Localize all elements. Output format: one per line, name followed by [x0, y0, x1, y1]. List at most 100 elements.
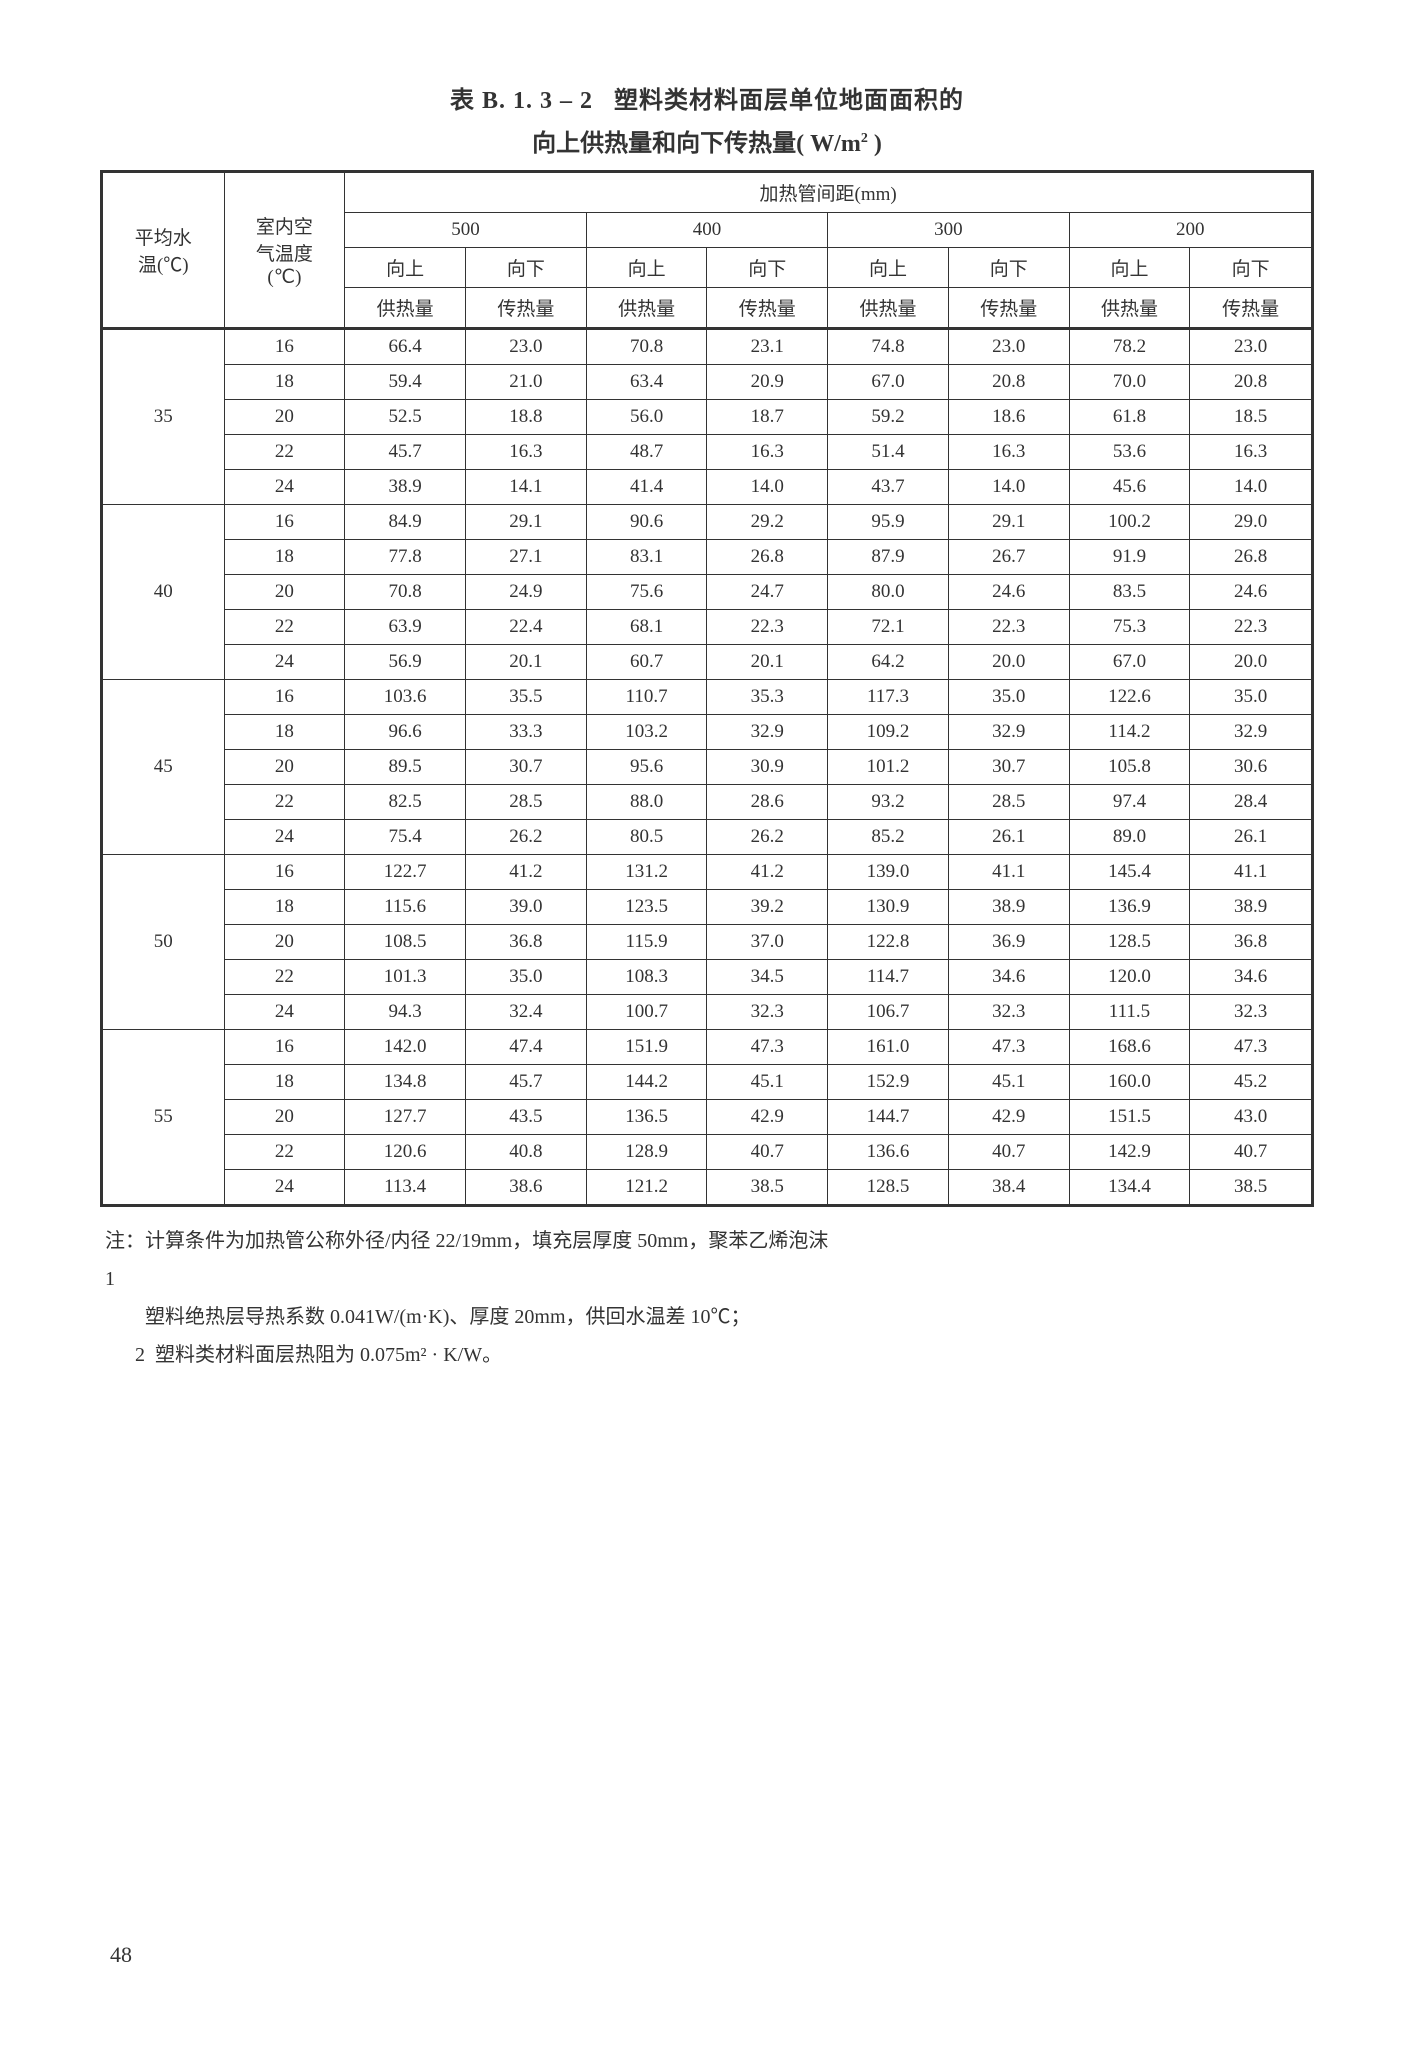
data-cell: 35.3	[707, 680, 828, 715]
data-cell: 63.9	[345, 610, 466, 645]
data-cell: 142.9	[1069, 1135, 1190, 1170]
data-cell: 32.9	[948, 715, 1069, 750]
data-cell: 75.6	[586, 575, 707, 610]
sub-down: 向下	[1190, 248, 1313, 288]
data-cell: 34.6	[948, 960, 1069, 995]
data-cell: 22.3	[707, 610, 828, 645]
data-cell: 38.9	[948, 890, 1069, 925]
data-cell: 85.2	[828, 820, 949, 855]
data-cell: 39.0	[466, 890, 587, 925]
data-cell: 26.1	[1190, 820, 1313, 855]
data-cell: 123.5	[586, 890, 707, 925]
data-cell: 16.3	[1190, 435, 1313, 470]
data-cell: 109.2	[828, 715, 949, 750]
avg-temp-cell: 40	[102, 505, 225, 680]
data-cell: 160.0	[1069, 1065, 1190, 1100]
data-cell: 59.4	[345, 365, 466, 400]
data-cell: 41.2	[466, 855, 587, 890]
data-cell: 26.8	[707, 540, 828, 575]
spacing-500: 500	[345, 213, 586, 248]
sub-up: 向上	[1069, 248, 1190, 288]
note-1-line1: 计算条件为加热管公称外径/内径 22/19mm，填充层厚度 50mm，聚苯乙烯泡…	[145, 1222, 1309, 1298]
data-cell: 29.2	[707, 505, 828, 540]
table-title: 表 B. 1. 3 – 2 塑料类材料面层单位地面面积的 向上供热量和向下传热量…	[100, 80, 1314, 158]
data-cell: 83.5	[1069, 575, 1190, 610]
page-number: 48	[110, 1942, 132, 1968]
air-temp-cell: 20	[224, 750, 345, 785]
data-cell: 97.4	[1069, 785, 1190, 820]
data-cell: 28.6	[707, 785, 828, 820]
data-cell: 41.4	[586, 470, 707, 505]
table-row: 20108.536.8115.937.0122.836.9128.536.8	[102, 925, 1313, 960]
data-cell: 145.4	[1069, 855, 1190, 890]
data-cell: 96.6	[345, 715, 466, 750]
data-cell: 80.5	[586, 820, 707, 855]
air-temp-cell: 20	[224, 1100, 345, 1135]
data-cell: 32.9	[707, 715, 828, 750]
data-cell: 36.9	[948, 925, 1069, 960]
data-cell: 22.4	[466, 610, 587, 645]
data-cell: 117.3	[828, 680, 949, 715]
data-cell: 24.7	[707, 575, 828, 610]
table-title-rest: 塑料类材料面层单位地面面积的	[614, 88, 964, 114]
data-cell: 18.8	[466, 400, 587, 435]
data-cell: 23.1	[707, 329, 828, 365]
data-cell: 131.2	[586, 855, 707, 890]
data-cell: 18.7	[707, 400, 828, 435]
data-cell: 87.9	[828, 540, 949, 575]
data-cell: 23.0	[948, 329, 1069, 365]
data-cell: 103.6	[345, 680, 466, 715]
data-cell: 84.9	[345, 505, 466, 540]
data-cell: 74.8	[828, 329, 949, 365]
data-cell: 45.7	[466, 1065, 587, 1100]
data-cell: 21.0	[466, 365, 587, 400]
data-cell: 106.7	[828, 995, 949, 1030]
data-cell: 20.8	[1190, 365, 1313, 400]
data-cell: 100.7	[586, 995, 707, 1030]
data-cell: 151.9	[586, 1030, 707, 1065]
table-notes: 注：1 计算条件为加热管公称外径/内径 22/19mm，填充层厚度 50mm，聚…	[100, 1222, 1314, 1374]
table-row: 2070.824.975.624.780.024.683.524.6	[102, 575, 1313, 610]
data-cell: 37.0	[707, 925, 828, 960]
data-cell: 38.5	[1190, 1170, 1313, 1206]
table-row: 24113.438.6121.238.5128.538.4134.438.5	[102, 1170, 1313, 1206]
table-row: 22101.335.0108.334.5114.734.6120.034.6	[102, 960, 1313, 995]
data-cell: 130.9	[828, 890, 949, 925]
data-cell: 26.2	[466, 820, 587, 855]
data-cell: 67.0	[828, 365, 949, 400]
data-cell: 70.8	[586, 329, 707, 365]
table-row: 1877.827.183.126.887.926.791.926.8	[102, 540, 1313, 575]
data-cell: 142.0	[345, 1030, 466, 1065]
table-row: 2494.332.4100.732.3106.732.3111.532.3	[102, 995, 1313, 1030]
table-row: 18115.639.0123.539.2130.938.9136.938.9	[102, 890, 1313, 925]
data-cell: 20.1	[466, 645, 587, 680]
data-cell: 30.7	[948, 750, 1069, 785]
data-cell: 64.2	[828, 645, 949, 680]
air-temp-cell: 16	[224, 680, 345, 715]
data-cell: 78.2	[1069, 329, 1190, 365]
table-row: 4516103.635.5110.735.3117.335.0122.635.0	[102, 680, 1313, 715]
data-cell: 23.0	[1190, 329, 1313, 365]
data-cell: 103.2	[586, 715, 707, 750]
table-row: 2438.914.141.414.043.714.045.614.0	[102, 470, 1313, 505]
sub-up: 向上	[586, 248, 707, 288]
data-cell: 83.1	[586, 540, 707, 575]
data-cell: 70.8	[345, 575, 466, 610]
air-temp-cell: 16	[224, 1030, 345, 1065]
data-cell: 42.9	[707, 1100, 828, 1135]
table-row: 1859.421.063.420.967.020.870.020.8	[102, 365, 1313, 400]
data-cell: 38.5	[707, 1170, 828, 1206]
air-temp-cell: 24	[224, 995, 345, 1030]
data-cell: 134.4	[1069, 1170, 1190, 1206]
data-cell: 90.6	[586, 505, 707, 540]
data-cell: 48.7	[586, 435, 707, 470]
table-row: 2282.528.588.028.693.228.597.428.4	[102, 785, 1313, 820]
data-cell: 75.3	[1069, 610, 1190, 645]
data-cell: 77.8	[345, 540, 466, 575]
data-cell: 121.2	[586, 1170, 707, 1206]
air-temp-cell: 22	[224, 435, 345, 470]
data-cell: 105.8	[1069, 750, 1190, 785]
data-cell: 41.1	[1190, 855, 1313, 890]
data-cell: 34.6	[1190, 960, 1313, 995]
data-cell: 38.9	[1190, 890, 1313, 925]
